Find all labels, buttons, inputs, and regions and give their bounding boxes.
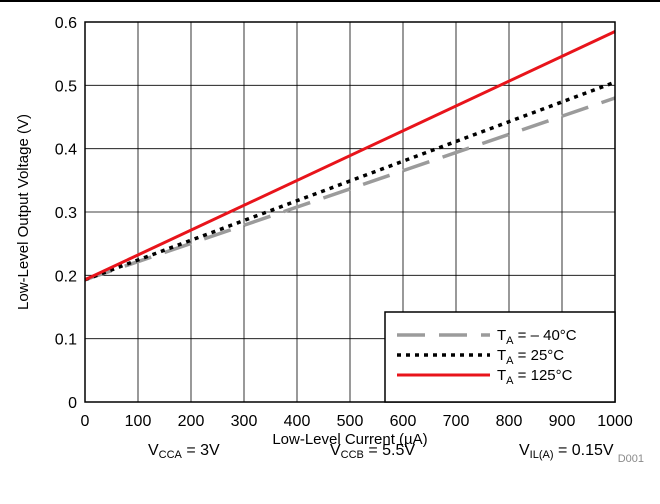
condition-vil: VIL(A) = 0.15V (519, 442, 614, 461)
condition-value: = 0.15V (553, 442, 614, 459)
condition-vcca: VCCA = 3V (148, 442, 220, 461)
x-tick-label: 500 (337, 413, 364, 430)
y-axis-label: Low-Level Output Voltage (V) (15, 114, 32, 310)
x-tick-label: 700 (443, 413, 470, 430)
y-tick-label: 0.5 (55, 78, 77, 95)
condition-symbol: V (330, 442, 341, 459)
condition-vccb: VCCB = 5.5V (330, 442, 415, 461)
x-tick-label: 1000 (597, 413, 633, 430)
y-tick-label: 0.6 (55, 15, 77, 32)
x-tick-label: 300 (231, 413, 258, 430)
condition-subscript: CCA (158, 449, 182, 461)
top-rule (0, 0, 660, 2)
y-tick-label: 0 (68, 395, 77, 412)
condition-subscript: CCB (340, 449, 364, 461)
legend: TA = – 40°CTA = 25°CTA = 125°C (384, 311, 616, 403)
x-tick-label: 0 (81, 413, 90, 430)
plot-frame (84, 21, 616, 403)
x-tick-label: 200 (178, 413, 205, 430)
legend-box (384, 311, 616, 403)
condition-subscript: IL(A) (529, 449, 554, 461)
y-tick-label: 0.4 (55, 142, 77, 159)
figure-id-note: D001 (618, 453, 644, 465)
series-line-0 (84, 96, 616, 282)
condition-symbol: V (148, 442, 159, 459)
series-line-2 (84, 30, 616, 282)
y-tick-label: 0.3 (55, 205, 77, 222)
y-tick-labels: 0 0.1 0.2 0.3 0.4 0.5 0.6 (55, 15, 77, 412)
x-tick-labels: 0 100 200 300 400 500 600 700 800 900 1000 (81, 413, 633, 430)
series-line-1 (84, 80, 616, 282)
x-tick-label: 100 (125, 413, 152, 430)
x-tick-label: 900 (549, 413, 576, 430)
x-tick-label: 600 (390, 413, 417, 430)
x-tick-label: 800 (496, 413, 523, 430)
y-tick-label: 0.2 (55, 268, 77, 285)
legend-entry-0: TA = – 40°C (497, 327, 577, 347)
condition-value: = 5.5V (363, 442, 416, 459)
series-layer (84, 30, 616, 282)
y-tick-label: 0.1 (55, 332, 77, 349)
legend-entry-1: TA = 25°C (497, 347, 564, 367)
condition-value: = 3V (181, 442, 220, 459)
condition-symbol: V (519, 442, 530, 459)
x-tick-label: 400 (284, 413, 311, 430)
legend-entry-2: TA = 125°C (497, 367, 573, 387)
x-axis-label: Low-Level Current (µA) (272, 431, 427, 448)
